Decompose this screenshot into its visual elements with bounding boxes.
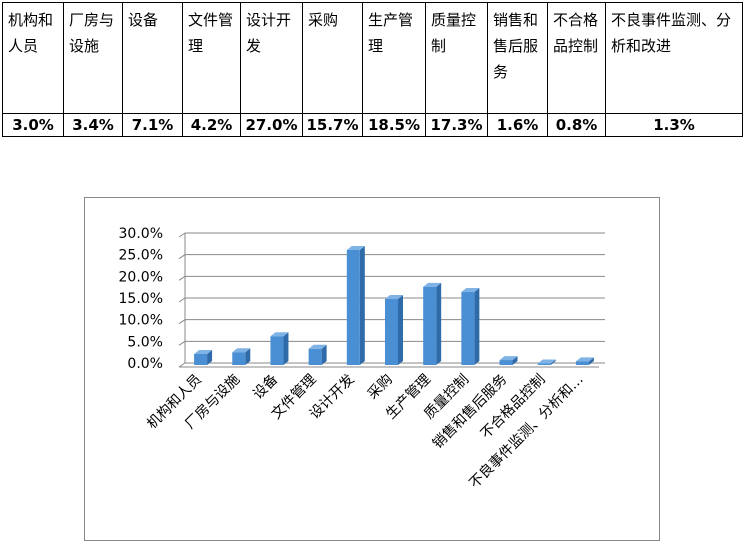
bar-side — [207, 350, 213, 365]
bar-side — [359, 246, 365, 365]
bar-front — [270, 336, 284, 365]
grid-tick — [178, 275, 186, 281]
bar-top — [194, 350, 213, 354]
header-cell: 质量控制 — [425, 2, 488, 114]
bar-side — [436, 282, 442, 365]
bar-side — [321, 344, 327, 365]
value-cell: 27.0% — [240, 113, 303, 137]
bar-side — [588, 357, 594, 365]
header-cell: 设计开发 — [240, 2, 303, 114]
header-cell: 销售和售后服务 — [487, 2, 548, 114]
bar-front — [461, 292, 475, 365]
bar-front — [308, 348, 322, 365]
bar-front — [385, 298, 398, 365]
bar — [499, 356, 518, 365]
header-cell: 不良事件监测、分析和改进 — [605, 2, 743, 114]
value-cell: 3.0% — [2, 113, 64, 137]
bar-front — [232, 352, 246, 365]
value-row: 3.0% 3.4% 7.1% 4.2% 27.0% 15.7% 18.5% 17.3% 1.6%… — [2, 113, 743, 137]
bar-side — [283, 332, 289, 365]
y-tick-label: 15.0% — [119, 291, 163, 307]
bar — [194, 350, 213, 365]
bar-side — [245, 348, 251, 365]
grid-tick — [178, 340, 186, 346]
bar-top — [232, 348, 251, 353]
grid-tick — [178, 232, 186, 238]
bar-top — [308, 344, 327, 349]
header-cell: 采购 — [302, 2, 363, 114]
chart-frame — [84, 197, 660, 541]
bar-front — [194, 354, 208, 365]
bar-side — [474, 288, 480, 365]
bar-top — [575, 357, 594, 362]
value-cell: 3.4% — [63, 113, 123, 137]
header-cell: 设备 — [122, 2, 183, 114]
y-tick-label: 0.0% — [127, 356, 163, 372]
bar-front — [346, 250, 360, 365]
bar-side — [550, 359, 556, 365]
value-cell: 15.7% — [302, 113, 363, 137]
grid-tick — [178, 254, 186, 260]
y-tick-label: 25.0% — [119, 248, 163, 264]
value-cell: 7.1% — [122, 113, 183, 137]
bar-top — [537, 359, 556, 364]
grid-tick — [178, 297, 186, 303]
value-cell: 1.6% — [487, 113, 548, 137]
bar — [385, 294, 403, 365]
bar-front — [537, 363, 551, 365]
bar — [537, 359, 556, 365]
bar-top — [461, 288, 480, 293]
header-cell: 不合格品控制 — [547, 2, 606, 114]
bar — [346, 246, 365, 365]
bar-side — [398, 294, 403, 365]
bar — [308, 344, 327, 365]
bar — [575, 357, 594, 365]
y-tick-label: 20.0% — [119, 269, 163, 285]
bar-front — [423, 286, 437, 365]
bar-front — [499, 360, 513, 365]
header-cell: 厂房与设施 — [63, 2, 123, 114]
bar-side — [512, 356, 518, 365]
bar — [423, 282, 442, 365]
value-cell: 17.3% — [425, 113, 488, 137]
grid-tick — [178, 319, 186, 325]
grid-tick — [178, 362, 186, 368]
bar-top — [423, 282, 442, 287]
y-tick-label: 5.0% — [127, 334, 163, 350]
header-cell: 机构和人员 — [2, 2, 64, 114]
value-cell: 4.2% — [182, 113, 241, 137]
value-cell: 0.8% — [547, 113, 606, 137]
bar-top — [270, 332, 289, 337]
y-tick-label: 30.0% — [119, 226, 163, 242]
bar-top — [346, 246, 365, 250]
bar — [270, 332, 289, 365]
bar-top — [499, 356, 518, 361]
bar — [232, 348, 251, 365]
y-tick-label: 10.0% — [119, 313, 163, 329]
header-row: 机构和人员 厂房与设施 设备 文件管理 设计开发 采购 生产管理 质量控制 销售和售后服务 不合格… — [2, 2, 743, 114]
bar — [461, 288, 480, 365]
data-table: 机构和人员 厂房与设施 设备 文件管理 设计开发 采购 生产管理 质量控制 销售和售后服务 不合格… — [2, 2, 743, 137]
bar-front — [575, 361, 589, 365]
header-cell: 生产管理 — [362, 2, 426, 114]
value-cell: 1.3% — [605, 113, 743, 137]
bar-top — [385, 294, 403, 299]
